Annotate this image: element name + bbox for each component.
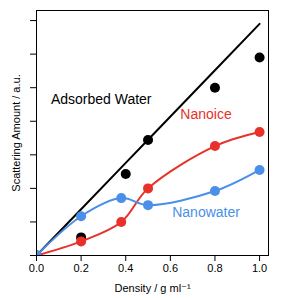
- svg-text:0.4: 0.4: [118, 262, 133, 274]
- svg-text:0.6: 0.6: [163, 262, 178, 274]
- svg-text:Adsorbed Water: Adsorbed Water: [51, 91, 152, 107]
- svg-text:Scattering Amount / a.u.: Scattering Amount / a.u.: [10, 74, 22, 191]
- svg-text:Nanoice: Nanoice: [180, 106, 232, 122]
- svg-text:1.0: 1.0: [252, 262, 267, 274]
- svg-text:Density / g ml⁻¹: Density / g ml⁻¹: [114, 282, 190, 294]
- svg-text:0.2: 0.2: [73, 262, 88, 274]
- svg-text:Nanowater: Nanowater: [172, 204, 240, 220]
- svg-text:0.8: 0.8: [207, 262, 222, 274]
- svg-text:0.0: 0.0: [29, 262, 44, 274]
